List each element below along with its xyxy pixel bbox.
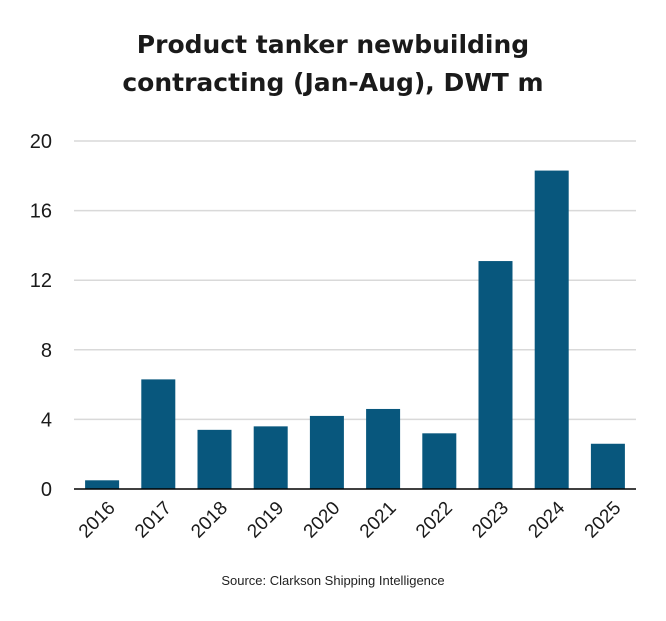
bar (478, 261, 513, 489)
bar (309, 415, 344, 489)
x-tick-label: 2025 (581, 498, 626, 543)
y-tick-label: 20 (30, 131, 52, 153)
x-tick-label: 2018 (187, 498, 232, 543)
bar (197, 429, 232, 489)
x-tick-label: 2024 (524, 497, 569, 542)
chart-title-line-1: Product tanker newbuilding (136, 30, 530, 59)
x-tick-label: 2022 (412, 498, 457, 543)
bar (141, 379, 176, 489)
x-tick-label: 2021 (356, 498, 401, 543)
source-note: Source: Clarkson Shipping Intelligence (221, 573, 445, 588)
x-tick-label: 2017 (131, 498, 176, 543)
bar (534, 170, 569, 489)
bar (590, 443, 625, 489)
y-tick-label: 0 (41, 479, 52, 501)
y-tick-label: 12 (30, 270, 52, 292)
chart-title-line-2: contracting (Jan-Aug), DWT m (122, 68, 544, 97)
chart-title: Product tanker newbuilding contracting (… (0, 26, 666, 102)
y-tick-label: 16 (30, 201, 52, 223)
x-tick-label: 2019 (243, 498, 288, 543)
x-tick-label: 2023 (468, 498, 513, 543)
y-tick-label: 8 (41, 340, 52, 362)
bar (253, 426, 288, 489)
bar (366, 408, 401, 489)
bar (422, 433, 457, 489)
y-tick-label: 4 (41, 409, 52, 431)
x-tick-label: 2016 (75, 498, 120, 543)
x-tick-label: 2020 (300, 498, 345, 543)
bar (85, 480, 120, 489)
